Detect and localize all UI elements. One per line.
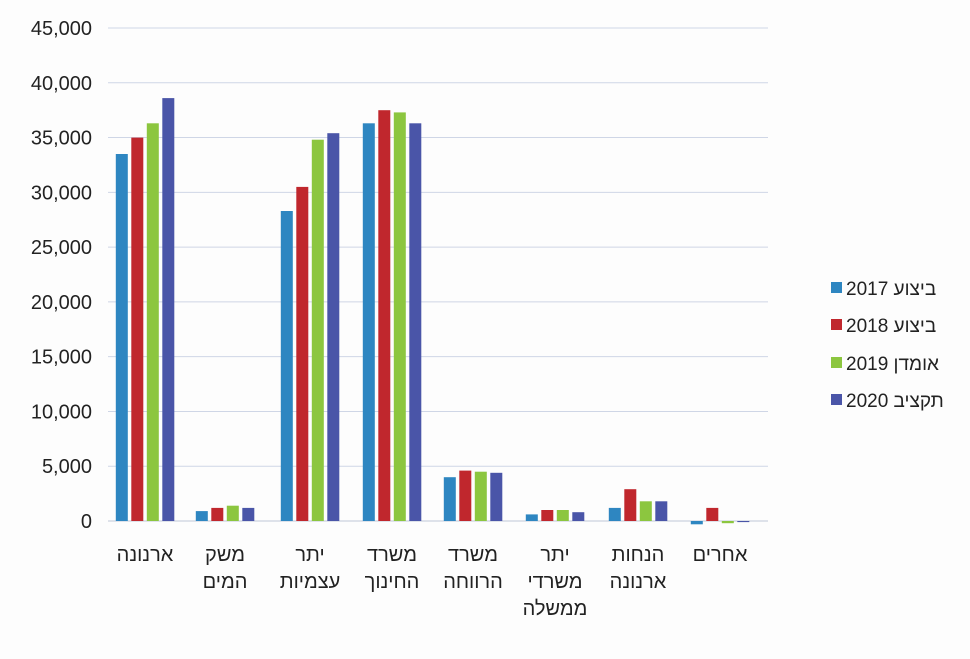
y-tick-label: 40,000 [31, 73, 92, 95]
y-tick-label: 30,000 [31, 182, 92, 204]
x-category-label: ארנונה [117, 544, 174, 566]
legend-swatch [831, 282, 842, 293]
bar [242, 507, 255, 521]
x-category-label: הנחות ארנונה [610, 544, 667, 593]
bar [608, 507, 621, 521]
bar [393, 112, 406, 522]
x-category-label: משרד הרווחה [443, 544, 503, 593]
bar [443, 477, 456, 521]
bar [490, 472, 503, 521]
y-tick-label: 35,000 [31, 128, 92, 150]
legend-item: תקציב 2020 [831, 391, 944, 412]
bar [115, 154, 128, 521]
bar [378, 110, 391, 521]
x-category-label: אחרים [693, 544, 748, 566]
bar [624, 489, 637, 521]
y-tick-label: 25,000 [31, 237, 92, 259]
bar [195, 511, 208, 521]
bar [327, 133, 340, 521]
grid-lines [108, 27, 768, 522]
bar [690, 521, 703, 525]
bar [211, 507, 224, 521]
x-axis-categories: ארנונה משק המים יתר עצמיות משרד החינוך משרד הרוו… [117, 544, 748, 620]
bar [459, 470, 472, 521]
bar [572, 512, 585, 521]
y-tick-label: 20,000 [31, 292, 92, 314]
y-tick-label: 45,000 [31, 18, 92, 40]
bar [525, 514, 538, 521]
x-category-label: יתר עצמיות [280, 544, 341, 593]
bar [639, 501, 652, 521]
legend-label: ביצוע 2018 [846, 316, 936, 337]
legend-label: ביצוע 2017 [846, 279, 936, 300]
bar [146, 123, 159, 522]
bar [474, 471, 487, 521]
bar [280, 211, 293, 521]
legend-swatch [831, 394, 842, 405]
y-axis-ticks: 0 5,000 10,000 15,000 20,000 25,000 30,000 35,0… [31, 18, 92, 533]
bar [706, 507, 719, 521]
x-category-label: יתר משרדי ממשלה [523, 544, 588, 620]
bar [296, 186, 309, 521]
y-tick-label: 10,000 [31, 401, 92, 423]
legend-swatch [831, 319, 842, 330]
bar [311, 139, 324, 521]
legend-item: אומדן 2019 [831, 354, 939, 375]
bar [655, 501, 668, 521]
legend-item: ביצוע 2017 [831, 279, 936, 300]
y-tick-label: 0 [81, 511, 92, 533]
bar [131, 137, 144, 521]
bar [409, 123, 422, 522]
bar [556, 510, 569, 521]
legend-label: אומדן 2019 [846, 354, 939, 375]
bar [362, 123, 375, 522]
bar [737, 521, 750, 523]
bar [541, 510, 554, 521]
y-tick-label: 5,000 [42, 456, 92, 478]
legend-label: תקציב 2020 [846, 391, 944, 412]
x-category-label: משק המים [203, 544, 248, 593]
bars [115, 98, 750, 525]
x-category-label: משרד החינוך [365, 544, 420, 593]
legend: ביצוע 2017 ביצוע 2018 אומדן 2019 תקציב 2020 [831, 279, 944, 412]
bar [162, 98, 175, 521]
legend-swatch [831, 357, 842, 368]
bar [721, 521, 734, 524]
y-tick-label: 15,000 [31, 347, 92, 369]
legend-item: ביצוע 2018 [831, 316, 936, 337]
bar [226, 505, 239, 521]
